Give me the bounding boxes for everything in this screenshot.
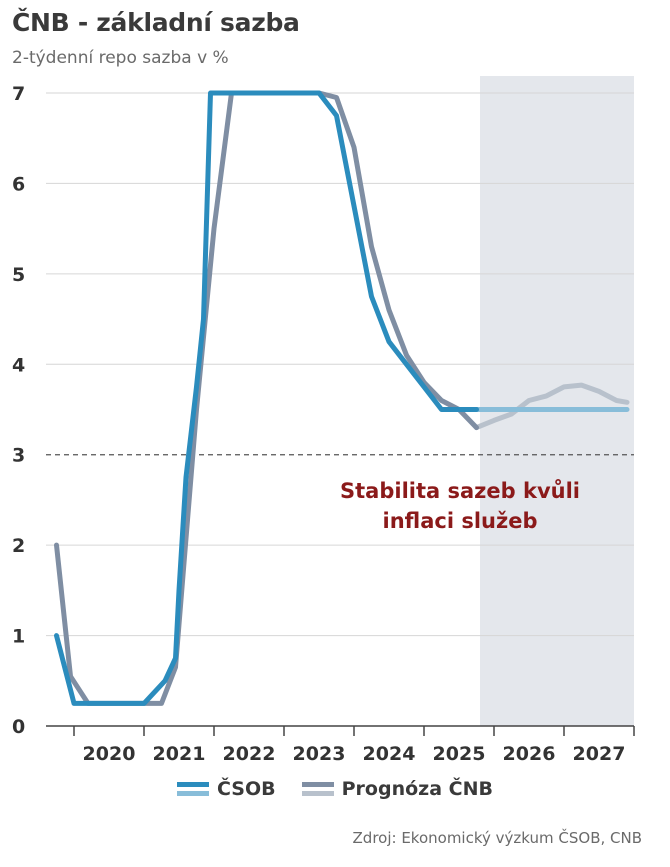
y-tick-7: 7 bbox=[12, 83, 25, 105]
x-tick-2021: 2021 bbox=[153, 743, 206, 765]
series-cnb-line bbox=[54, 90, 479, 706]
chart-subtitle: 2-týdenní repo sazba v % bbox=[12, 48, 229, 68]
x-tick-2024: 2024 bbox=[363, 743, 416, 765]
series-lines bbox=[54, 90, 630, 706]
y-axis-ticks: 0 1 2 3 4 5 6 7 bbox=[12, 83, 25, 738]
x-tick-2022: 2022 bbox=[223, 743, 276, 765]
gridlines bbox=[46, 92, 634, 637]
legend-swatch-cnb bbox=[301, 782, 334, 796]
y-tick-3: 3 bbox=[12, 445, 25, 467]
chart-title: ČNB - základní sazba bbox=[12, 8, 300, 37]
x-tick-2027: 2027 bbox=[573, 743, 626, 765]
annotation-line-1: Stabilita sazeb kvůli bbox=[340, 479, 580, 503]
legend-label-csob: ČSOB bbox=[217, 778, 276, 800]
y-tick-6: 6 bbox=[12, 173, 25, 195]
x-tick-2025: 2025 bbox=[433, 743, 486, 765]
y-tick-1: 1 bbox=[12, 626, 25, 648]
series-cnb-forecast bbox=[474, 382, 630, 431]
x-tick-2023: 2023 bbox=[293, 743, 346, 765]
legend-label-cnb: Prognóza ČNB bbox=[341, 778, 493, 800]
y-tick-5: 5 bbox=[12, 264, 25, 286]
y-tick-4: 4 bbox=[12, 354, 25, 376]
legend-item-csob: ČSOB bbox=[177, 778, 276, 800]
legend: ČSOB Prognóza ČNB bbox=[0, 778, 670, 800]
x-tick-2026: 2026 bbox=[503, 743, 556, 765]
x-axis: 2020 2021 2022 2023 2024 2025 2026 2027 bbox=[46, 725, 635, 765]
x-tick-2020: 2020 bbox=[83, 743, 136, 765]
series-csob-line bbox=[54, 90, 479, 706]
legend-swatch-csob bbox=[177, 782, 209, 796]
y-tick-2: 2 bbox=[12, 535, 25, 557]
y-tick-0: 0 bbox=[12, 716, 25, 738]
legend-item-cnb: Prognóza ČNB bbox=[301, 778, 493, 800]
annotation-line-2: inflaci služeb bbox=[383, 509, 538, 533]
source-note: Zdroj: Ekonomický výzkum ČSOB, CNB bbox=[352, 829, 642, 847]
forecast-period-shade bbox=[480, 76, 634, 726]
